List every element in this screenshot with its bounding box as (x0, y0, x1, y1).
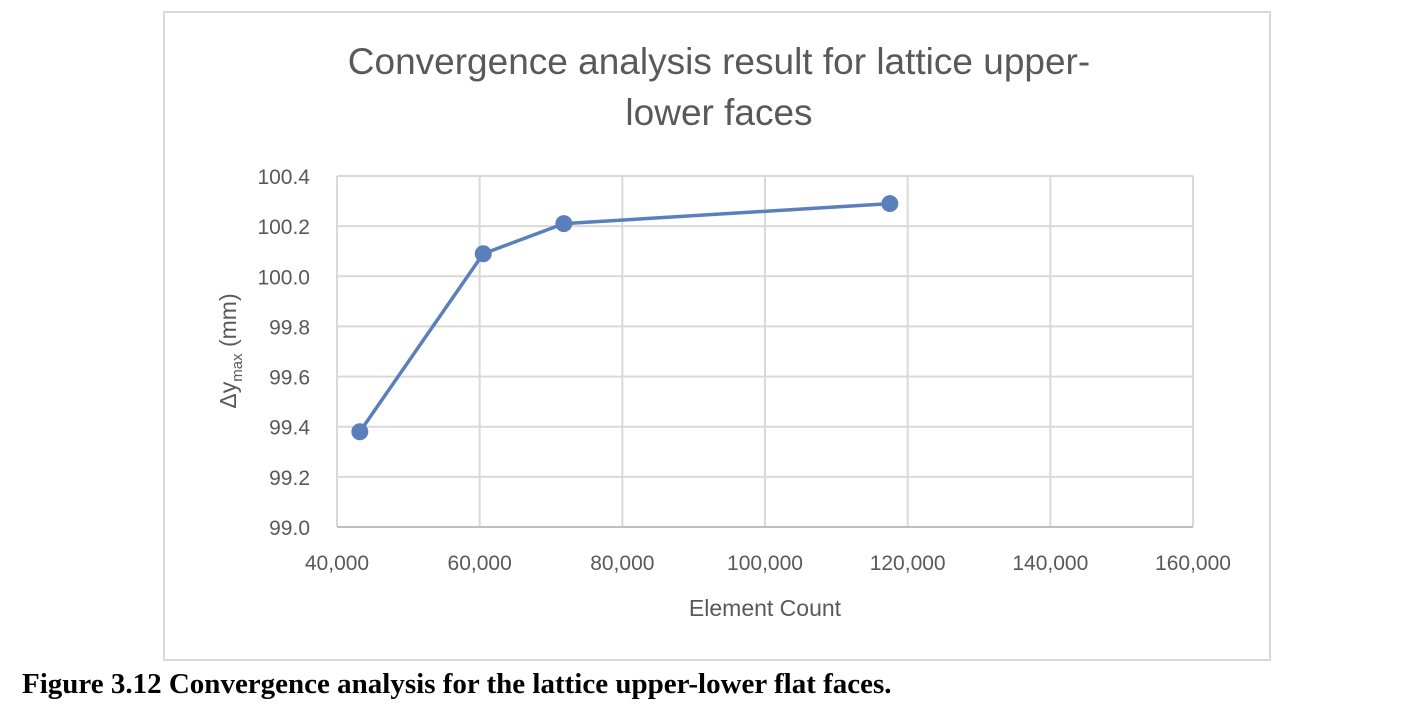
y-axis-title: Δymax (mm) (215, 293, 246, 408)
chart-svg: Convergence analysis result for lattice … (215, 41, 1231, 621)
x-tick-label: 160,000 (1155, 552, 1231, 575)
series-layer (351, 195, 899, 441)
data-point (474, 245, 492, 263)
x-tick-label: 40,000 (305, 552, 369, 575)
y-tick-label: 100.4 (257, 166, 310, 189)
data-point (555, 215, 573, 233)
x-tick-label: 120,000 (870, 552, 946, 575)
y-tick-label: 99.8 (269, 316, 310, 339)
series-line (358, 201, 890, 433)
chart-title-line-1: Convergence analysis result for lattice … (348, 41, 1090, 82)
y-tick-label: 99.6 (269, 367, 310, 390)
y-tick-label: 99.4 (269, 417, 310, 440)
x-tick-label: 100,000 (727, 552, 803, 575)
y-tick-label: 100.0 (257, 266, 310, 289)
x-tick-label: 140,000 (1012, 552, 1088, 575)
y-axis-title-unit: (mm) (215, 293, 241, 353)
x-axis-title: Element Count (689, 595, 842, 621)
tick-layer: 99.0 99.2 99.4 99.6 99.8 100.0 100.2 100.4 40,00… (257, 166, 1231, 575)
data-point (351, 423, 369, 441)
x-tick-label: 80,000 (590, 552, 654, 575)
y-tick-label: 100.2 (257, 216, 310, 239)
y-tick-label: 99.0 (269, 517, 310, 540)
chart-frame (163, 11, 1271, 661)
y-axis-title-subscript: max (229, 353, 246, 382)
data-point (881, 195, 899, 213)
y-tick-label: 99.2 (269, 467, 310, 490)
x-tick-label: 60,000 (448, 552, 512, 575)
figure-caption: Figure 3.12 Convergence analysis for the… (22, 668, 892, 700)
grid-layer (336, 175, 1194, 528)
chart-title-line-2: lower faces (625, 92, 812, 133)
y-axis-title-base: Δy (215, 381, 241, 408)
